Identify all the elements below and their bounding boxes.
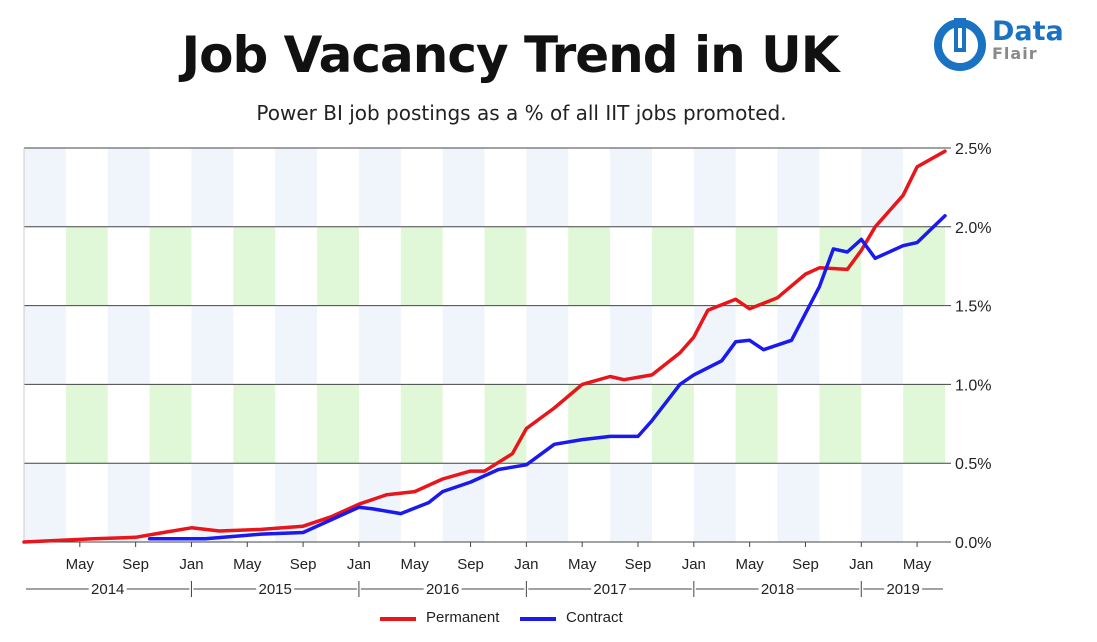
plot-band	[819, 384, 862, 464]
plot-band	[735, 384, 778, 464]
plot-band	[777, 463, 820, 542]
y-tick-label: 2.0%	[955, 220, 991, 237]
y-tick-label: 2.5%	[955, 141, 991, 158]
year-label: 2015	[258, 581, 291, 598]
plot-band	[65, 226, 108, 306]
x-tick-label: May	[568, 556, 597, 573]
plot-band	[275, 148, 318, 227]
plot-band	[233, 384, 276, 464]
year-label: 2018	[761, 581, 794, 598]
plot-band	[400, 226, 443, 306]
x-tick-label: Jan	[347, 556, 371, 573]
plot-band	[777, 148, 820, 227]
plot-band	[526, 305, 569, 385]
x-tick-label: May	[903, 556, 932, 573]
plot-band	[735, 226, 778, 306]
plot-band	[149, 384, 192, 464]
plot-band	[484, 384, 527, 464]
brand-logo-icon	[934, 18, 986, 71]
plot-band	[861, 148, 904, 227]
y-tick-label: 0.5%	[955, 456, 991, 473]
plot-band	[442, 148, 485, 227]
plot-band	[107, 148, 150, 227]
plot-band	[275, 305, 318, 385]
plot-band	[610, 148, 652, 227]
plot-band	[107, 463, 150, 542]
x-tick-label: Sep	[457, 556, 484, 573]
plot-band	[442, 463, 485, 542]
series-line-contract	[147, 214, 947, 541]
plot-band	[191, 305, 234, 385]
plot-band	[610, 305, 652, 385]
plot-band	[861, 463, 904, 542]
x-tick-label: Sep	[792, 556, 819, 573]
x-tick-label: Jan	[849, 556, 873, 573]
legend-label-permanent: Permanent	[426, 609, 500, 626]
chart-subtitle: Power BI job postings as a % of all IIT …	[256, 101, 787, 125]
brand-sub: Flair	[992, 44, 1038, 63]
plot-band	[777, 305, 820, 385]
legend-swatch-permanent	[380, 617, 416, 621]
plot-band	[149, 226, 192, 306]
plot-band	[191, 148, 234, 227]
chart-title: Job Vacancy Trend in UK	[181, 26, 840, 84]
plot-band	[651, 226, 694, 306]
plot-band	[903, 384, 945, 464]
plot-band	[903, 226, 945, 306]
plot-band	[568, 226, 611, 306]
plot-band	[233, 226, 276, 306]
y-tick-label: 1.5%	[955, 299, 991, 316]
series-line-permanent	[22, 149, 947, 544]
year-label: 2019	[886, 581, 919, 598]
x-tick-label: Sep	[122, 556, 149, 573]
y-tick-label: 0.0%	[955, 535, 991, 552]
plot-band	[65, 384, 108, 464]
x-tick-label: Jan	[682, 556, 706, 573]
plot-band	[107, 305, 150, 385]
legend-swatch-contract	[520, 617, 556, 621]
plot-band	[526, 463, 569, 542]
year-label: 2016	[426, 581, 459, 598]
plot-band	[358, 148, 401, 227]
y-tick-label: 1.0%	[955, 377, 991, 394]
plot-band	[651, 384, 694, 464]
year-label: 2017	[593, 581, 626, 598]
x-tick-label: Sep	[625, 556, 652, 573]
x-tick-label: May	[66, 556, 95, 573]
plot-band	[693, 148, 736, 227]
plot-band	[400, 384, 443, 464]
plot-band	[24, 148, 66, 227]
x-tick-label: May	[233, 556, 262, 573]
x-tick-label: Sep	[290, 556, 317, 573]
x-tick-label: May	[735, 556, 764, 573]
plot-band	[317, 226, 359, 306]
plot-band	[693, 463, 736, 542]
plot-band	[24, 463, 66, 542]
brand-name: Data	[992, 16, 1064, 47]
plot-band	[526, 148, 569, 227]
plot-band	[317, 384, 359, 464]
plot-band	[610, 463, 652, 542]
brand-logo: Data Flair	[932, 14, 1072, 76]
x-tick-label: Jan	[179, 556, 203, 573]
legend-label-contract: Contract	[566, 609, 623, 626]
plot-band	[358, 305, 401, 385]
x-tick-label: May	[401, 556, 430, 573]
year-label: 2014	[91, 581, 124, 598]
plot-band	[24, 305, 66, 385]
plot-band	[861, 305, 904, 385]
plot-band	[484, 226, 527, 306]
plot-band	[442, 305, 485, 385]
plot-band	[568, 384, 611, 464]
x-tick-label: Jan	[514, 556, 538, 573]
